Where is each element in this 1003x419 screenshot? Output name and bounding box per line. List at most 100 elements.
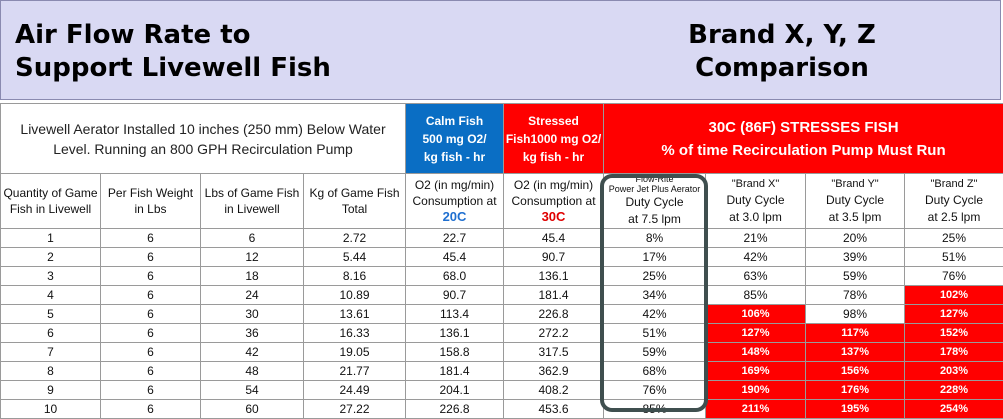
table-cell: 76% xyxy=(604,381,706,400)
table-cell: 42% xyxy=(604,305,706,324)
col-kg-line2: Total xyxy=(304,201,405,217)
table-cell: 12 xyxy=(201,248,304,267)
calm-fish-unit: kg fish - hr xyxy=(406,148,503,166)
table-cell: 136.1 xyxy=(406,324,504,343)
table-cell: 408.2 xyxy=(504,381,604,400)
table-cell: 34% xyxy=(604,286,706,305)
duty-cycle-table: Livewell Aerator Installed 10 inches (25… xyxy=(0,103,1003,419)
calm-fish-label: Calm Fish xyxy=(406,112,503,130)
table-cell: 68% xyxy=(604,362,706,381)
banner-comparison-line1: Brand X, Y, Z xyxy=(682,19,882,52)
col-header-quantity: Quantity of Game Fish in Livewell xyxy=(1,174,101,229)
col-kg-line1: Kg of Game Fish xyxy=(304,185,405,201)
stressed-fish-label: Stressed xyxy=(504,112,603,130)
col-lbs-line1: Lbs of Game Fish xyxy=(201,185,303,201)
col-header-brand-z: "Brand Z" Duty Cycle at 2.5 lpm xyxy=(905,174,1003,229)
table-cell: 6 xyxy=(101,362,201,381)
table-cell: 90.7 xyxy=(406,286,504,305)
table-cell: 6 xyxy=(101,400,201,419)
table-cell: 45.4 xyxy=(504,229,604,248)
table-cell: 137% xyxy=(806,343,905,362)
calm-fish-rate: 500 mg O2/ xyxy=(406,130,503,148)
table-cell: 3 xyxy=(1,267,101,286)
table-cell: 158.8 xyxy=(406,343,504,362)
table-cell: 48 xyxy=(201,362,304,381)
table-cell: 9 xyxy=(1,381,101,400)
col-brand-y-rate: at 3.5 lpm xyxy=(806,209,904,226)
col-header-o2-30c: O2 (in mg/min) Consumption at 30C xyxy=(504,174,604,229)
duty-cycle-banner: 30C (86F) STRESSES FISH % of time Recirc… xyxy=(604,104,1003,174)
table-cell: 51% xyxy=(604,324,706,343)
col-brand-z-duty: Duty Cycle xyxy=(905,192,1003,209)
col-o2-20c-temp: 20C xyxy=(406,209,503,225)
table-cell: 181.4 xyxy=(406,362,504,381)
table-cell: 195% xyxy=(806,400,905,419)
table-cell: 27.22 xyxy=(304,400,406,419)
table-cell: 176% xyxy=(806,381,905,400)
table-cell: 8.16 xyxy=(304,267,406,286)
table-cell: 6 xyxy=(101,267,201,286)
table-cell: 39% xyxy=(806,248,905,267)
table-cell: 6 xyxy=(101,305,201,324)
col-header-flowrite: Flow-Rite Power Jet Plus Aerator Duty Cy… xyxy=(604,174,706,229)
table-cell: 78% xyxy=(806,286,905,305)
table-cell: 98% xyxy=(806,305,905,324)
table-cell: 25% xyxy=(905,229,1003,248)
table-cell: 228% xyxy=(905,381,1003,400)
duty-banner-line1: 30C (86F) STRESSES FISH xyxy=(604,116,1003,139)
col-o2-20c-line2: Consumption at xyxy=(406,193,503,209)
table-cell: 7 xyxy=(1,343,101,362)
table-cell: 24 xyxy=(201,286,304,305)
table-cell: 63% xyxy=(706,267,806,286)
banner-title-line2: Support Livewell Fish xyxy=(15,52,331,85)
table-cell: 59% xyxy=(806,267,905,286)
table-cell: 6 xyxy=(101,343,201,362)
col-header-brand-x: "Brand X" Duty Cycle at 3.0 lpm xyxy=(706,174,806,229)
table-cell: 10.89 xyxy=(304,286,406,305)
table-cell: 59% xyxy=(604,343,706,362)
col-quantity-line2: Fish in Livewell xyxy=(1,201,100,217)
table-cell: 30 xyxy=(201,305,304,324)
table-cell: 113.4 xyxy=(406,305,504,324)
table-top-header-row: Livewell Aerator Installed 10 inches (25… xyxy=(1,104,1003,174)
table-cell: 5.44 xyxy=(304,248,406,267)
col-flowrite-model: Power Jet Plus Aerator xyxy=(604,184,705,194)
table-cell: 226.8 xyxy=(504,305,604,324)
table-cell: 127% xyxy=(706,324,806,343)
table-cell: 22.7 xyxy=(406,229,504,248)
col-brand-z-rate: at 2.5 lpm xyxy=(905,209,1003,226)
table-cell: 272.2 xyxy=(504,324,604,343)
col-weight-line2: in Lbs xyxy=(101,201,200,217)
table-cell: 17% xyxy=(604,248,706,267)
table-cell: 42% xyxy=(706,248,806,267)
table-cell: 8 xyxy=(1,362,101,381)
table-cell: 226.8 xyxy=(406,400,504,419)
table-cell: 25% xyxy=(604,267,706,286)
table-cell: 76% xyxy=(905,267,1003,286)
table-cell: 6 xyxy=(101,381,201,400)
col-header-brand-y: "Brand Y" Duty Cycle at 3.5 lpm xyxy=(806,174,905,229)
setup-description: Livewell Aerator Installed 10 inches (25… xyxy=(1,104,406,174)
table-cell: 85% xyxy=(706,286,806,305)
table-cell: 6 xyxy=(101,229,201,248)
col-header-kg: Kg of Game Fish Total xyxy=(304,174,406,229)
table-cell: 6 xyxy=(201,229,304,248)
table-cell: 106% xyxy=(706,305,806,324)
table-cell: 127% xyxy=(905,305,1003,324)
stressed-fish-header: Stressed Fish1000 mg O2/ kg fish - hr xyxy=(504,104,604,174)
table-cell: 204.1 xyxy=(406,381,504,400)
table-cell: 1 xyxy=(1,229,101,248)
table-cell: 211% xyxy=(706,400,806,419)
table-cell: 54 xyxy=(201,381,304,400)
table-cell: 102% xyxy=(905,286,1003,305)
table-cell: 178% xyxy=(905,343,1003,362)
col-header-o2-20c: O2 (in mg/min) Consumption at 20C xyxy=(406,174,504,229)
table-cell: 203% xyxy=(905,362,1003,381)
col-o2-20c-line1: O2 (in mg/min) xyxy=(406,177,503,193)
col-brand-x-rate: at 3.0 lpm xyxy=(706,209,805,226)
